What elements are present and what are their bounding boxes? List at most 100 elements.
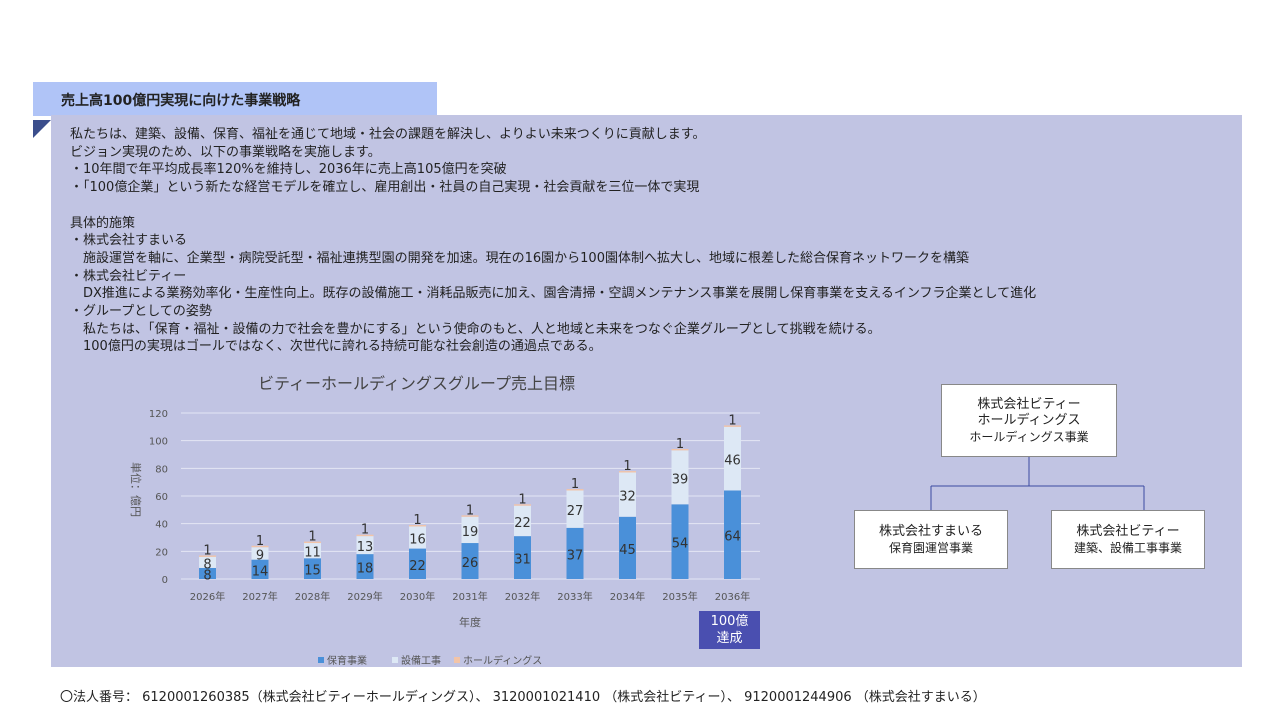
org-box-bt: 株式会社ビティー 建築、設備工事事業 [1051, 510, 1205, 569]
data-label: 14 [252, 564, 269, 579]
data-label: 16 [409, 533, 426, 548]
y-tick-label: 40 [155, 520, 168, 531]
x-tick-label: 2029年 [347, 590, 382, 603]
bar-segment [304, 541, 321, 544]
x-tick-label: 2035年 [662, 590, 697, 603]
bar-segment [356, 536, 374, 555]
data-label: 1 [571, 477, 579, 492]
bar-segment [514, 505, 531, 537]
data-label: 1 [518, 492, 526, 507]
body-line: 施設運営を軸に、企業型・病院受託型・福祉連携型園の開発を加速。現在の16園から1… [70, 250, 969, 266]
body-line: ・10年間で年平均成長率120%を維持し、2036年に売上高105億円を突破 [70, 162, 507, 178]
data-label: 27 [567, 504, 584, 519]
org-sub: 保育園運営事業 [888, 540, 973, 555]
data-label: 1 [203, 543, 211, 558]
legend-swatch [318, 657, 324, 663]
bar-segment [199, 556, 216, 568]
org-sub: ホールディングス事業 [969, 429, 1089, 444]
bar-segment [409, 548, 426, 579]
legend-label: 設備工事 [401, 654, 441, 667]
x-tick-label: 2034年 [610, 590, 645, 603]
data-label: 1 [623, 459, 631, 474]
bar-segment [199, 567, 216, 579]
bar-segment [199, 555, 216, 557]
bar-segment [566, 490, 584, 528]
x-tick-label: 2033年 [557, 590, 592, 603]
bar-segment [514, 536, 531, 579]
data-label: 8 [203, 568, 211, 583]
body-line: 100億円の実現はゴールではなく、次世代に誇れる持続可能な社会創造の通過点である… [70, 339, 602, 355]
data-label: 46 [724, 454, 741, 469]
bar-segment [409, 525, 426, 527]
data-label: 37 [567, 548, 584, 563]
y-tick-label: 0 [162, 575, 168, 586]
bar-segment [409, 526, 426, 549]
achievement-badge: 100億 達成 [699, 611, 760, 649]
bar-segment [251, 545, 269, 548]
legend-label: ホールディングス [463, 654, 542, 667]
data-label: 64 [724, 530, 741, 545]
data-label: 9 [256, 548, 264, 563]
bar-segment [514, 504, 531, 506]
bar-segment [566, 489, 584, 491]
legend-label: 保育事業 [327, 654, 367, 667]
data-label: 31 [514, 553, 531, 568]
chart-title: ビティーホールディングスグループ売上目標 [258, 374, 575, 393]
data-label: 1 [466, 503, 474, 518]
x-tick-label: 2028年 [295, 590, 330, 603]
body-line: 私たちは、建築、設備、保育、福祉を通じて地域・社会の課題を解決し、よりよい未来つ… [70, 127, 706, 142]
y-tick-label: 20 [155, 547, 168, 558]
y-axis-label: 単位：億円 [129, 462, 143, 517]
bar-segment [619, 516, 636, 579]
data-label: 1 [728, 413, 736, 428]
body-line: ・「100億企業」という新たな経営モデルを確立し、雇用創出・社員の自己実現・社会… [70, 180, 700, 196]
body-line: 私たちは、「保育・福祉・設備の力で社会を豊かにする」という使命のもと、人と地域と… [70, 321, 881, 337]
bar-segment [566, 527, 584, 579]
data-label: 26 [462, 556, 479, 571]
data-label: 1 [256, 534, 264, 549]
x-tick-label: 2030年 [400, 590, 435, 603]
bar-segment [304, 543, 321, 559]
body-line: ビジョン実現のため、以下の事業戦略を実施します。 [70, 144, 381, 160]
data-label: 32 [619, 490, 636, 505]
data-label: 1 [308, 530, 316, 545]
data-label: 54 [672, 537, 689, 552]
data-label: 13 [357, 540, 374, 555]
legend-swatch [454, 657, 460, 663]
bar-segment [356, 554, 374, 579]
x-tick-label: 2026年 [190, 590, 225, 603]
bar-segment [724, 426, 741, 491]
data-label: 39 [672, 472, 689, 487]
corporate-numbers: 〇法人番号： 6120001260385（株式会社ビティーホールディングス）、 … [60, 690, 986, 705]
bar-segment [356, 534, 374, 537]
data-label: 1 [361, 523, 369, 538]
legend-swatch [392, 657, 398, 663]
y-tick-label: 60 [155, 492, 168, 503]
x-tick-label: 2031年 [452, 590, 487, 603]
bar-segment [671, 504, 689, 579]
x-tick-label: 2032年 [505, 590, 540, 603]
x-tick-label: 2036年 [715, 590, 750, 603]
body-line: DX推進による業務効率化・生産性向上。既存の設備施工・消耗品販売に加え、園舎清掃… [70, 286, 1037, 302]
data-label: 8 [203, 557, 211, 572]
data-label: 18 [357, 562, 374, 577]
org-name: 株式会社ビティー ホールディングス [977, 396, 1081, 428]
y-tick-label: 80 [155, 464, 168, 475]
bar-segment [619, 471, 636, 473]
data-label: 19 [462, 525, 479, 540]
bar-segment [461, 543, 479, 579]
body-line: ・株式会社ビティー [70, 268, 187, 284]
org-box-holdings: 株式会社ビティー ホールディングス ホールディングス事業 [941, 384, 1117, 457]
y-tick-label: 100 [149, 437, 168, 448]
body-line: 具体的施策 [70, 215, 136, 231]
section-title: 売上高100億円実現に向けた事業戦略 [33, 82, 437, 116]
data-label: 15 [304, 564, 321, 579]
data-label: 45 [619, 543, 636, 558]
strategy-text: 私たちは、建築、設備、保育、福祉を通じて地域・社会の課題を解決し、よりよい未来つ… [70, 126, 1036, 356]
bar-segment [671, 448, 689, 451]
body-line: ・グループとしての姿勢 [70, 304, 212, 320]
data-label: 22 [409, 559, 426, 574]
bar-segment [724, 425, 741, 427]
org-name: 株式会社ビティー [1076, 523, 1180, 539]
